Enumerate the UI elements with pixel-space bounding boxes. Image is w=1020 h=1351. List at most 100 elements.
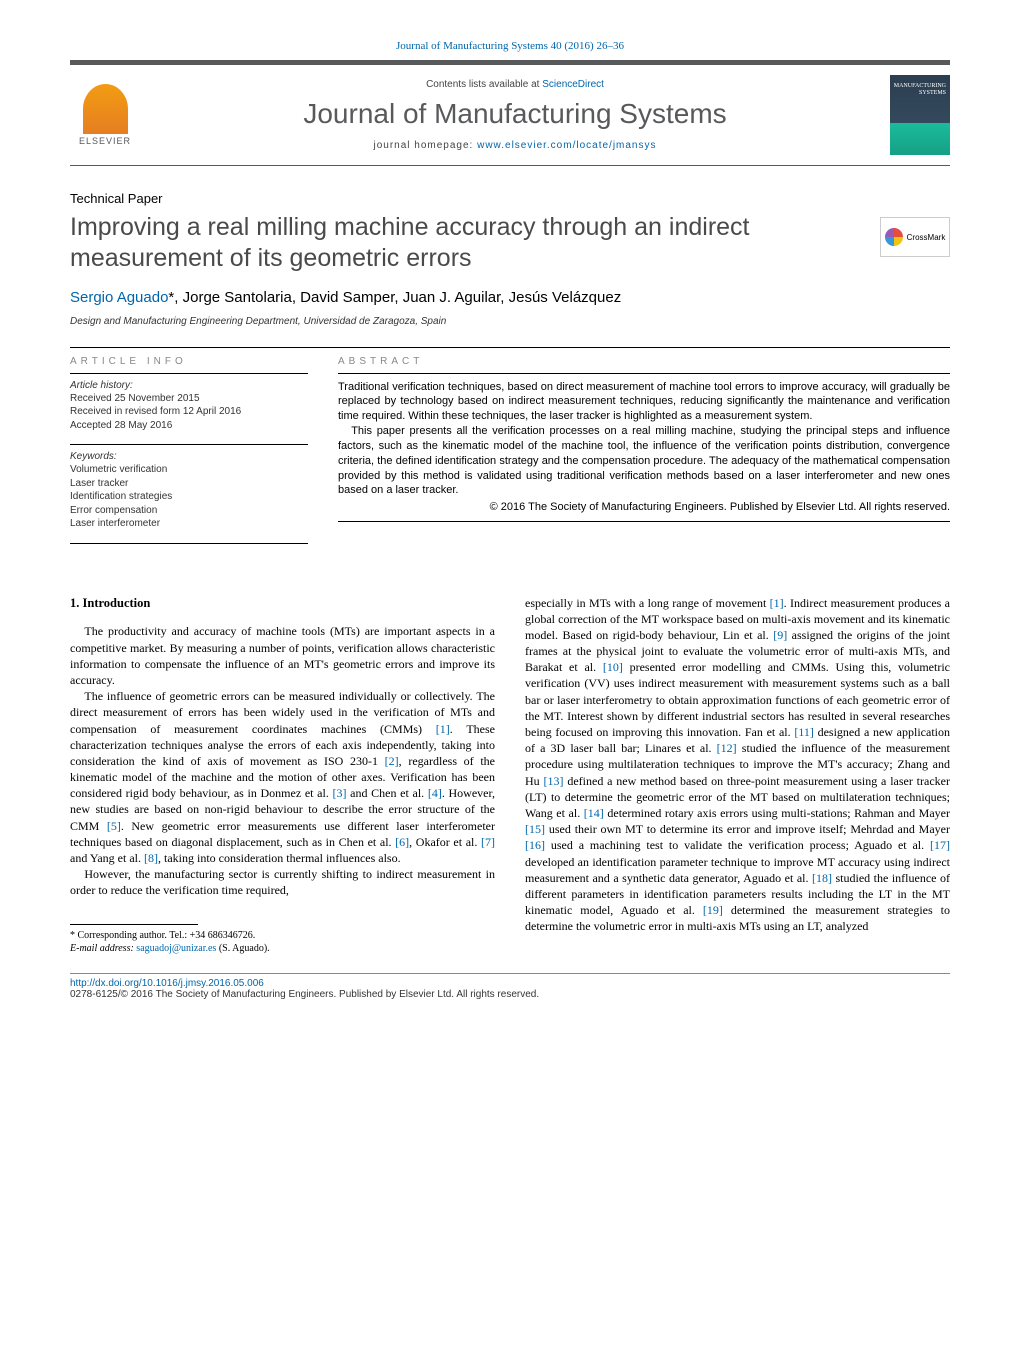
crossmark-badge[interactable]: CrossMark: [880, 217, 950, 257]
ref-19[interactable]: [19]: [703, 903, 723, 917]
keyword-1: Laser tracker: [70, 477, 308, 491]
author-list: Sergio Aguado*, Jorge Santolaria, David …: [70, 289, 950, 306]
body-column-left: 1. Introduction The productivity and acc…: [70, 595, 495, 955]
authors-rest: , Jorge Santolaria, David Samper, Juan J…: [174, 289, 621, 306]
p2-a: The influence of geometric errors can be…: [70, 689, 495, 735]
ref-10[interactable]: [10]: [603, 660, 623, 674]
journal-cover-thumbnail: MANUFACTURING SYSTEMS: [890, 75, 950, 155]
ref-5[interactable]: [5]: [107, 819, 121, 833]
author-corresponding[interactable]: Sergio Aguado: [70, 289, 168, 306]
keyword-4: Laser interferometer: [70, 517, 308, 531]
elsevier-logo: ELSEVIER: [70, 75, 140, 155]
article-info-column: ARTICLE INFO Article history: Received 2…: [70, 356, 308, 550]
email-link[interactable]: saguadoj@unizar.es: [136, 943, 216, 954]
meta-abstract-row: ARTICLE INFO Article history: Received 2…: [70, 356, 950, 550]
abstract-divider-bottom: [338, 521, 950, 522]
footnote-block: * Corresponding author. Tel.: +34 686346…: [70, 929, 495, 955]
abstract-column: ABSTRACT Traditional verification techni…: [338, 356, 950, 550]
ref-14[interactable]: [14]: [584, 806, 604, 820]
corresponding-note: * Corresponding author. Tel.: +34 686346…: [70, 929, 495, 942]
col2-p1: especially in MTs with a long range of m…: [525, 595, 950, 935]
email-note: E-mail address: saguadoj@unizar.es (S. A…: [70, 942, 495, 955]
ref-18[interactable]: [18]: [812, 871, 832, 885]
body-column-right: especially in MTs with a long range of m…: [525, 595, 950, 955]
homepage-prefix: journal homepage:: [373, 140, 477, 151]
contents-line: Contents lists available at ScienceDirec…: [140, 79, 890, 90]
title-row: Improving a real milling machine accurac…: [70, 212, 950, 289]
ref-11[interactable]: [11]: [794, 725, 814, 739]
keywords-label: Keywords:: [70, 451, 308, 462]
email-name: (S. Aguado).: [216, 943, 269, 954]
ref-16[interactable]: [16]: [525, 838, 545, 852]
cover-text: MANUFACTURING SYSTEMS: [890, 83, 946, 96]
doi-link[interactable]: http://dx.doi.org/10.1016/j.jmsy.2016.05…: [70, 978, 264, 989]
meta-divider-1: [70, 373, 308, 374]
divider-top: [70, 347, 950, 348]
ref-8[interactable]: [8]: [144, 851, 158, 865]
affiliation: Design and Manufacturing Engineering Dep…: [70, 316, 950, 327]
c2-j: used a machining test to validate the ve…: [545, 838, 930, 852]
meta-divider-2: [70, 444, 308, 445]
intro-p1: The productivity and accuracy of machine…: [70, 623, 495, 688]
keyword-2: Identification strategies: [70, 490, 308, 504]
ref-12[interactable]: [12]: [717, 741, 737, 755]
header-inner: ELSEVIER Contents lists available at Sci…: [70, 65, 950, 165]
keywords-block: Keywords: Volumetric verification Laser …: [70, 451, 308, 531]
c2-a: especially in MTs with a long range of m…: [525, 596, 770, 610]
homepage-line: journal homepage: www.elsevier.com/locat…: [140, 140, 890, 151]
section-1-heading: 1. Introduction: [70, 595, 495, 612]
abstract-text: Traditional verification techniques, bas…: [338, 380, 950, 516]
homepage-link[interactable]: www.elsevier.com/locate/jmansys: [477, 140, 656, 151]
ref-1b[interactable]: [1]: [770, 596, 784, 610]
ref-6[interactable]: [6]: [395, 835, 409, 849]
ref-2[interactable]: [2]: [385, 754, 399, 768]
c2-h: determined rotary axis errors using mult…: [604, 806, 950, 820]
abstract-copyright: © 2016 The Society of Manufacturing Engi…: [338, 500, 950, 515]
revised-date: Received in revised form 12 April 2016: [70, 405, 308, 419]
ref-1[interactable]: [1]: [436, 722, 450, 736]
abstract-heading: ABSTRACT: [338, 356, 950, 367]
history-label: Article history:: [70, 380, 308, 391]
abstract-p2: This paper presents all the verification…: [338, 424, 950, 498]
c2-i: used their own MT to determine its error…: [545, 822, 950, 836]
crossmark-icon: [885, 228, 903, 246]
paper-type-label: Technical Paper: [70, 191, 950, 206]
intro-p2: The influence of geometric errors can be…: [70, 688, 495, 866]
received-date: Received 25 November 2015: [70, 392, 308, 406]
ref-15[interactable]: [15]: [525, 822, 545, 836]
article-info-heading: ARTICLE INFO: [70, 356, 308, 367]
p2-g: , Okafor et al.: [409, 835, 481, 849]
bottom-bar: http://dx.doi.org/10.1016/j.jmsy.2016.05…: [70, 973, 950, 1000]
footnote-divider: [70, 924, 198, 925]
body-columns: 1. Introduction The productivity and acc…: [70, 595, 950, 955]
article-title: Improving a real milling machine accurac…: [70, 212, 860, 275]
elsevier-tree-icon: [83, 84, 128, 134]
p2-h: and Yang et al.: [70, 851, 144, 865]
ref-4[interactable]: [4]: [428, 786, 442, 800]
ref-9[interactable]: [9]: [773, 628, 787, 642]
meta-divider-3: [70, 543, 308, 544]
journal-citation-link[interactable]: Journal of Manufacturing Systems 40 (201…: [70, 40, 950, 52]
intro-p3: However, the manufacturing sector is cur…: [70, 866, 495, 898]
corr-label: Corresponding author. Tel.: +34 68634672…: [78, 930, 256, 941]
ref-13[interactable]: [13]: [544, 774, 564, 788]
keyword-0: Volumetric verification: [70, 463, 308, 477]
crossmark-label: CrossMark: [907, 233, 946, 242]
keyword-3: Error compensation: [70, 504, 308, 518]
email-label: E-mail address:: [70, 943, 136, 954]
ref-17[interactable]: [17]: [930, 838, 950, 852]
abstract-p1: Traditional verification techniques, bas…: [338, 380, 950, 425]
issn-copyright: 0278-6125/© 2016 The Society of Manufact…: [70, 989, 539, 1000]
contents-prefix: Contents lists available at: [426, 79, 542, 90]
ref-7[interactable]: [7]: [481, 835, 495, 849]
p2-i: , taking into consideration thermal infl…: [158, 851, 401, 865]
article-history-block: Article history: Received 25 November 20…: [70, 380, 308, 433]
sciencedirect-link[interactable]: ScienceDirect: [542, 79, 604, 90]
p2-d: and Chen et al.: [347, 786, 428, 800]
journal-header: ELSEVIER Contents lists available at Sci…: [70, 60, 950, 166]
ref-3[interactable]: [3]: [333, 786, 347, 800]
accepted-date: Accepted 28 May 2016: [70, 419, 308, 433]
elsevier-label: ELSEVIER: [79, 136, 131, 146]
journal-name: Journal of Manufacturing Systems: [140, 98, 890, 130]
page-container: Journal of Manufacturing Systems 40 (201…: [0, 0, 1020, 1030]
